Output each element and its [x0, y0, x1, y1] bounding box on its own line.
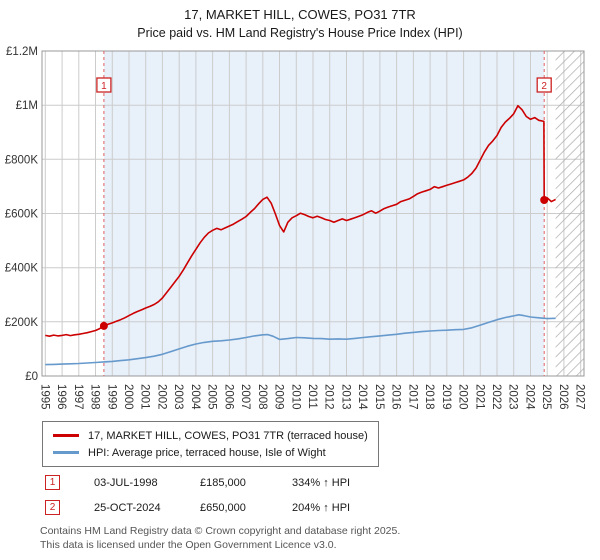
svg-text:2027: 2027	[574, 384, 586, 410]
transactions-list: 1 03-JUL-1998 £185,000 334% ↑ HPI 2 25-O…	[45, 475, 600, 515]
svg-text:2001: 2001	[139, 384, 151, 410]
svg-text:2003: 2003	[172, 384, 184, 410]
svg-text:2: 2	[541, 81, 547, 92]
svg-text:2025: 2025	[540, 384, 552, 410]
svg-text:2021: 2021	[473, 384, 485, 410]
svg-text:£600K: £600K	[5, 209, 39, 221]
sale-point-1	[99, 321, 108, 330]
transaction-1-marker: 1	[45, 475, 60, 490]
chart-title: 17, MARKET HILL, COWES, PO31 7TR	[184, 7, 416, 22]
svg-text:1995: 1995	[38, 384, 50, 410]
svg-text:2026: 2026	[557, 384, 569, 410]
footer-line-2: This data is licensed under the Open Gov…	[40, 538, 337, 551]
series-line-hpi	[45, 313, 556, 366]
plot-border	[41, 50, 585, 377]
price-history-chart: 1 2 £0 £200K £400K £600K £800K £1M £1.2M 1995 1996…	[5, 46, 586, 410]
legend-swatch	[53, 451, 79, 454]
svg-text:2004: 2004	[189, 384, 201, 410]
license-footer: Contains HM Land Registry data © Crown c…	[40, 525, 600, 552]
svg-text:2011: 2011	[306, 384, 318, 409]
svg-text:2020: 2020	[457, 384, 469, 410]
footer-line-1: Contains HM Land Registry data © Crown c…	[40, 525, 401, 537]
svg-text:2013: 2013	[340, 384, 352, 410]
svg-text:2008: 2008	[256, 384, 268, 410]
svg-text:2017: 2017	[406, 384, 418, 410]
svg-text:£0: £0	[25, 371, 38, 383]
legend-item: 17, MARKET HILL, COWES, PO31 7TR (terrac…	[53, 427, 368, 444]
svg-text:£800K: £800K	[5, 154, 39, 166]
svg-text:2002: 2002	[155, 384, 167, 410]
svg-text:2023: 2023	[507, 384, 519, 410]
svg-text:2019: 2019	[440, 384, 452, 410]
svg-text:2016: 2016	[390, 384, 402, 410]
legend-item: HPI: Average price, terraced house, Isle…	[53, 444, 368, 461]
svg-text:2007: 2007	[239, 384, 251, 410]
transaction-row-1: 1 03-JUL-1998 £185,000 334% ↑ HPI	[45, 475, 600, 490]
svg-text:2009: 2009	[273, 384, 285, 410]
chart-legend: 17, MARKET HILL, COWES, PO31 7TR (terrac…	[42, 421, 379, 467]
series-line-property	[45, 104, 556, 338]
svg-text:2012: 2012	[323, 384, 335, 410]
transaction-2-marker: 2	[45, 500, 60, 515]
legend-label: HPI: Average price, terraced house, Isle…	[88, 446, 326, 459]
transaction-row-2: 2 25-OCT-2024 £650,000 204% ↑ HPI	[45, 500, 600, 515]
y-axis-labels: £0 £200K £400K £600K £800K £1M £1.2M	[5, 46, 39, 383]
svg-text:£200K: £200K	[5, 317, 39, 329]
transaction-2-hpi: 204% ↑ HPI	[292, 501, 351, 514]
svg-text:£1M: £1M	[16, 100, 38, 112]
gridlines	[42, 50, 584, 377]
sale-point-2	[540, 196, 549, 204]
svg-text:1998: 1998	[89, 384, 101, 410]
transaction-1-date: 03-JUL-1998	[94, 476, 158, 489]
transaction-2-price: £650,000	[200, 501, 246, 514]
svg-text:2022: 2022	[490, 384, 502, 410]
legend-swatch	[53, 434, 79, 437]
svg-text:2005: 2005	[206, 384, 218, 410]
svg-text:2014: 2014	[356, 384, 368, 410]
svg-text:1996: 1996	[55, 384, 67, 410]
svg-text:2015: 2015	[373, 384, 385, 410]
x-axis-labels: 1995 1996 1997 1998 1999 2000 2001 2002 2003 2004…	[38, 384, 585, 410]
future-hatched-region	[555, 51, 584, 376]
svg-text:2010: 2010	[289, 384, 301, 410]
svg-text:£400K: £400K	[5, 263, 39, 275]
sale-flag-2: 2	[536, 77, 552, 93]
legend-label: 17, MARKET HILL, COWES, PO31 7TR (terrac…	[88, 429, 368, 442]
svg-text:1999: 1999	[105, 384, 117, 410]
svg-text:2006: 2006	[222, 384, 234, 410]
transaction-2-date: 25-OCT-2024	[94, 501, 161, 514]
transaction-1-price: £185,000	[200, 476, 246, 489]
svg-text:2024: 2024	[524, 384, 536, 410]
sale-flag-1: 1	[96, 77, 112, 93]
sale-marker-lines	[103, 51, 545, 376]
transaction-1-hpi: 334% ↑ HPI	[292, 476, 351, 489]
svg-text:£1.2M: £1.2M	[6, 46, 38, 58]
svg-text:2018: 2018	[423, 384, 435, 410]
svg-text:1997: 1997	[72, 384, 84, 410]
chart-header: 17, MARKET HILL, COWES, PO31 7TR Price p…	[0, 0, 600, 40]
chart-subtitle: Price paid vs. HM Land Registry's House …	[137, 26, 463, 40]
svg-text:2000: 2000	[122, 384, 134, 410]
svg-text:1: 1	[101, 81, 107, 92]
